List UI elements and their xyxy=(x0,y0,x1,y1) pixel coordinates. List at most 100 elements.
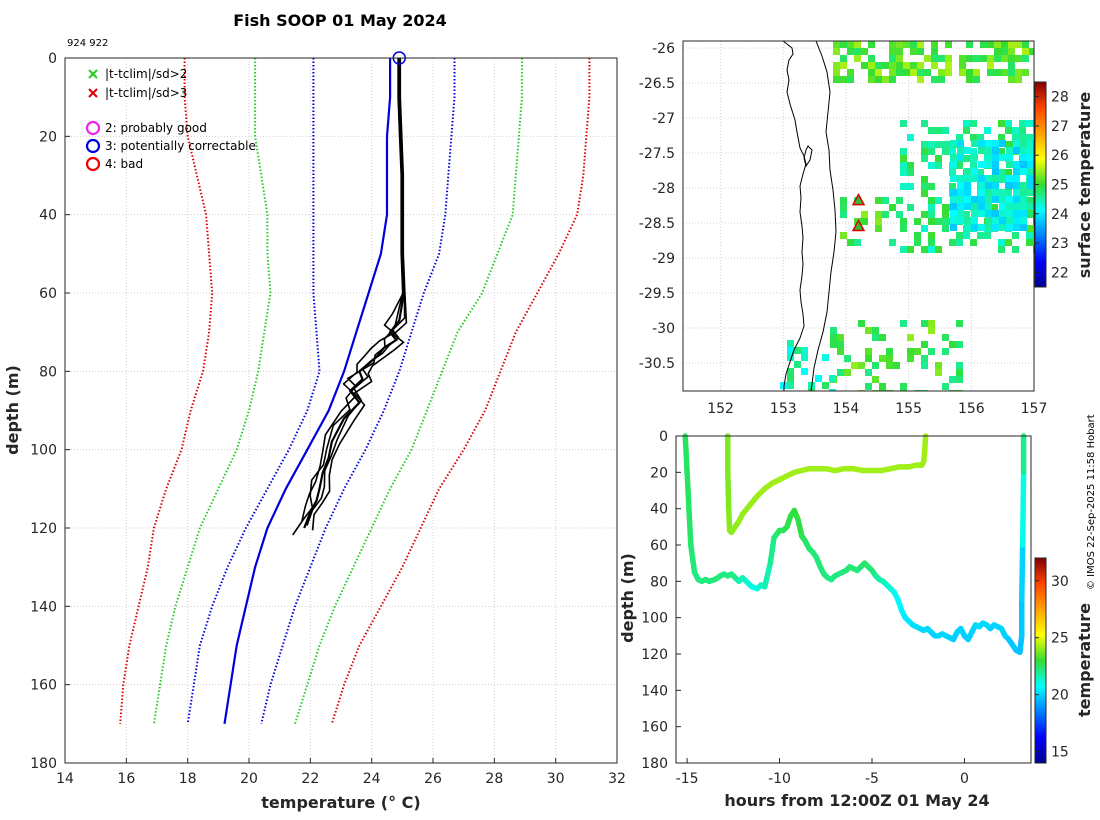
sst-pixel xyxy=(910,62,917,69)
sst-pixel xyxy=(1020,189,1027,196)
sst-pixel xyxy=(985,210,992,217)
sst-pixel xyxy=(928,197,935,204)
sst-pixel xyxy=(1022,55,1029,62)
sst-pixel xyxy=(907,204,914,211)
sst-pixel xyxy=(1020,140,1027,147)
sst-pixel xyxy=(928,232,935,239)
sst-pixel xyxy=(1027,147,1034,154)
sst-pixel xyxy=(917,76,924,83)
sst-pixel xyxy=(889,48,896,55)
sst-pixel xyxy=(907,183,914,190)
sst-pixel xyxy=(868,76,875,83)
sst-pixel xyxy=(837,348,844,355)
map-stations xyxy=(851,193,866,232)
map-colorbar-tick-label: 27 xyxy=(1051,119,1069,135)
profile-xtick-label: 16 xyxy=(117,771,135,787)
profile-ytick-label: 20 xyxy=(39,129,57,145)
sst-pixel xyxy=(868,55,875,62)
map-xtick-label: 157 xyxy=(1021,401,1048,417)
sst-pixel xyxy=(900,246,907,253)
sst-pixel xyxy=(840,62,847,69)
sst-pixel xyxy=(1015,76,1022,83)
sst-pixel xyxy=(942,141,949,148)
depth-time-colorbar-tick-label: 15 xyxy=(1051,745,1069,761)
sst-pixel xyxy=(931,41,938,48)
sst-pixel xyxy=(977,169,984,176)
map-ytick-label: -30 xyxy=(652,321,675,337)
sst-pixel xyxy=(956,362,963,369)
sst-pixel xyxy=(896,69,903,76)
sst-pixel xyxy=(917,62,924,69)
sst-pixel xyxy=(985,147,992,154)
sst-pixel xyxy=(1006,154,1013,161)
sst-pixel xyxy=(928,239,935,246)
sst-pixel xyxy=(900,383,907,390)
sst-pixel xyxy=(1027,203,1034,210)
profile-series-line xyxy=(330,58,591,725)
credit-text: © IMOS 22-Sep-2025 11:58 Hobart xyxy=(1086,414,1097,590)
sst-pixel xyxy=(854,41,861,48)
sst-pixel xyxy=(1022,69,1029,76)
sst-pixel xyxy=(964,203,971,210)
depth-time-track-segment xyxy=(686,505,694,548)
sst-pixel xyxy=(1012,232,1019,239)
sst-pixel xyxy=(1026,239,1033,246)
sst-pixel xyxy=(1006,175,1013,182)
sst-pixel xyxy=(889,76,896,83)
sst-pixel xyxy=(1008,41,1015,48)
sst-pixel xyxy=(935,369,942,376)
sst-pixel xyxy=(1020,182,1027,189)
map-colorbar-ticks: 22 23 24 25 26 27 28 xyxy=(1035,90,1069,281)
legend-circle-marker xyxy=(85,138,101,154)
sst-pixel xyxy=(844,369,851,376)
sst-pixel xyxy=(985,189,992,196)
sst-pixel xyxy=(1006,161,1013,168)
sst-pixel xyxy=(1013,147,1020,154)
sst-pixel xyxy=(1012,246,1019,253)
sst-pixel xyxy=(966,55,973,62)
sst-pixel xyxy=(999,189,1006,196)
map-xtick-label: 156 xyxy=(958,401,985,417)
sst-pixel xyxy=(921,362,928,369)
profile-series-line xyxy=(294,58,523,725)
depth-time-colorbar-tick-label: 20 xyxy=(1051,688,1069,704)
sst-pixel xyxy=(822,382,829,389)
sst-pixel xyxy=(1020,210,1027,217)
legend-label: 4: bad xyxy=(105,157,143,171)
sst-pixel xyxy=(861,211,868,218)
sst-pixel xyxy=(875,62,882,69)
sst-pixel xyxy=(1001,55,1008,62)
sst-pixel xyxy=(900,155,907,162)
sst-pixel xyxy=(964,189,971,196)
sst-pixel xyxy=(1019,120,1026,127)
sst-pixel xyxy=(921,155,928,162)
observed-profile-trace xyxy=(311,58,408,531)
sst-pixel xyxy=(924,69,931,76)
sst-pixel xyxy=(987,55,994,62)
profile-ylabel: depth (m) xyxy=(3,365,22,455)
sst-pixel xyxy=(957,189,964,196)
sst-pixel xyxy=(861,62,868,69)
sst-pixel xyxy=(1026,197,1033,204)
sst-pixel xyxy=(1005,120,1012,127)
sst-pixel xyxy=(787,347,794,354)
sst-pixel xyxy=(964,196,971,203)
sst-pixel xyxy=(957,210,964,217)
sst-pixel xyxy=(921,211,928,218)
depth-time-ylabel: depth (m) xyxy=(618,553,637,643)
sst-pixel xyxy=(971,196,978,203)
sst-pixel xyxy=(1015,55,1022,62)
depth-time-xtick-label: 0 xyxy=(960,771,969,787)
profile-panel: 14 16 18 20 22 24 26 28 30 32 0 20 40 60 80 100 120 140 16… xyxy=(3,51,626,812)
sst-pixel xyxy=(875,218,882,225)
depth-time-ytick-label: 20 xyxy=(650,465,668,481)
sst-pixel xyxy=(992,147,999,154)
sst-pixel xyxy=(956,232,963,239)
sst-pixel xyxy=(994,48,1001,55)
sst-pixel xyxy=(840,232,847,239)
sst-pixel xyxy=(964,217,971,224)
depth-time-track-segment xyxy=(795,516,805,539)
sst-pixel xyxy=(964,224,971,231)
sst-pixel xyxy=(882,197,889,204)
sst-pixel xyxy=(847,41,854,48)
